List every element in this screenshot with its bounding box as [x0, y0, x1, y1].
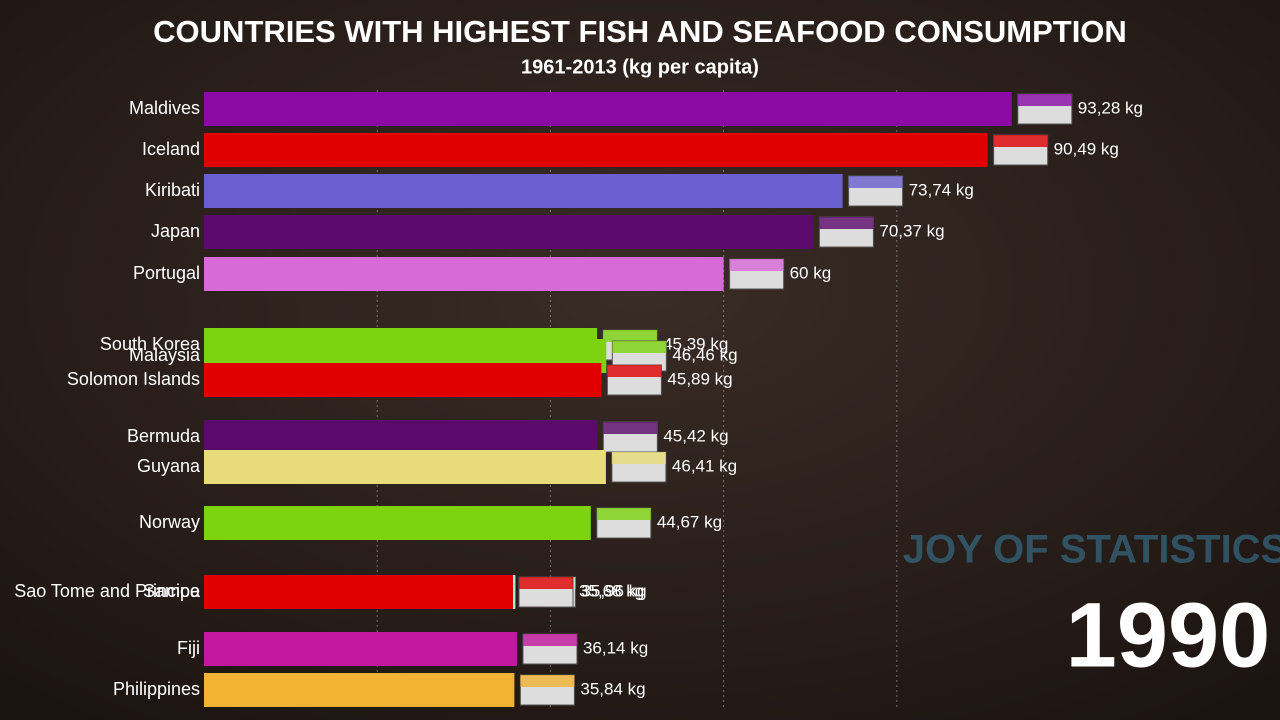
value-label: 35,84 kg — [580, 679, 645, 698]
cat-label: Portugal — [133, 263, 200, 283]
bar — [204, 257, 724, 291]
cat-label: Solomon Islands — [67, 369, 200, 389]
chart-title: COUNTRIES WITH HIGHEST FISH AND SEAFOOD … — [153, 14, 1127, 49]
flag-detail — [819, 217, 874, 229]
cat-label: Samoa — [143, 581, 201, 601]
value-label: 46,41 kg — [672, 456, 737, 475]
watermark: JOY OF STATISTICS — [903, 528, 1280, 572]
flag-detail — [603, 330, 658, 342]
value-label: 73,74 kg — [909, 180, 974, 199]
bar — [204, 363, 602, 397]
bar — [204, 673, 515, 707]
cat-label: Fiji — [177, 638, 200, 658]
flag-detail — [603, 422, 658, 434]
bar — [204, 420, 598, 454]
bar — [204, 632, 517, 666]
cat-label: Philippines — [113, 679, 200, 699]
bar — [204, 133, 988, 167]
flag-detail — [993, 135, 1048, 147]
flag-detail — [612, 341, 667, 353]
cat-label: Japan — [151, 221, 200, 241]
flag-detail — [520, 675, 575, 687]
cat-label: Guyana — [137, 456, 201, 476]
flag-detail — [607, 365, 662, 377]
flag-detail — [1017, 94, 1072, 106]
value-label: 44,67 kg — [657, 512, 722, 531]
cat-label: Bermuda — [127, 426, 201, 446]
value-label: 35,96 kg — [581, 581, 646, 600]
cat-label: South Korea — [100, 334, 201, 354]
value-label: 35,68 kg — [579, 581, 644, 600]
bar — [204, 450, 606, 484]
bar — [204, 506, 591, 540]
year-label: 1990 — [1066, 584, 1271, 686]
bar — [204, 575, 513, 609]
value-label: 45,39 kg — [663, 334, 728, 353]
flag-detail — [729, 259, 784, 271]
value-label: 70,37 kg — [879, 221, 944, 240]
cat-label: Norway — [139, 512, 200, 532]
flag-detail — [518, 577, 573, 589]
cat-label: Kiribati — [145, 180, 200, 200]
value-label: 36,14 kg — [583, 638, 648, 657]
bar — [204, 174, 843, 208]
flag-detail — [611, 452, 666, 464]
bar — [204, 215, 814, 249]
value-label: 93,28 kg — [1078, 98, 1143, 117]
cat-label: Maldives — [129, 98, 200, 118]
value-label: 60 kg — [790, 263, 832, 282]
value-label: 45,89 kg — [667, 369, 732, 388]
value-label: 46,46 kg — [672, 345, 737, 364]
value-label: 45,42 kg — [663, 426, 728, 445]
chart-subtitle: 1961-2013 (kg per capita) — [521, 56, 759, 78]
cat-label: Malaysia — [129, 345, 201, 365]
flag-detail — [522, 634, 577, 646]
flag-detail — [848, 176, 903, 188]
cat-label: Sao Tome and Principe — [14, 581, 200, 601]
bar — [204, 92, 1012, 126]
value-label: 90,49 kg — [1054, 139, 1119, 158]
cat-label: Iceland — [142, 139, 200, 159]
flag-detail — [596, 508, 651, 520]
